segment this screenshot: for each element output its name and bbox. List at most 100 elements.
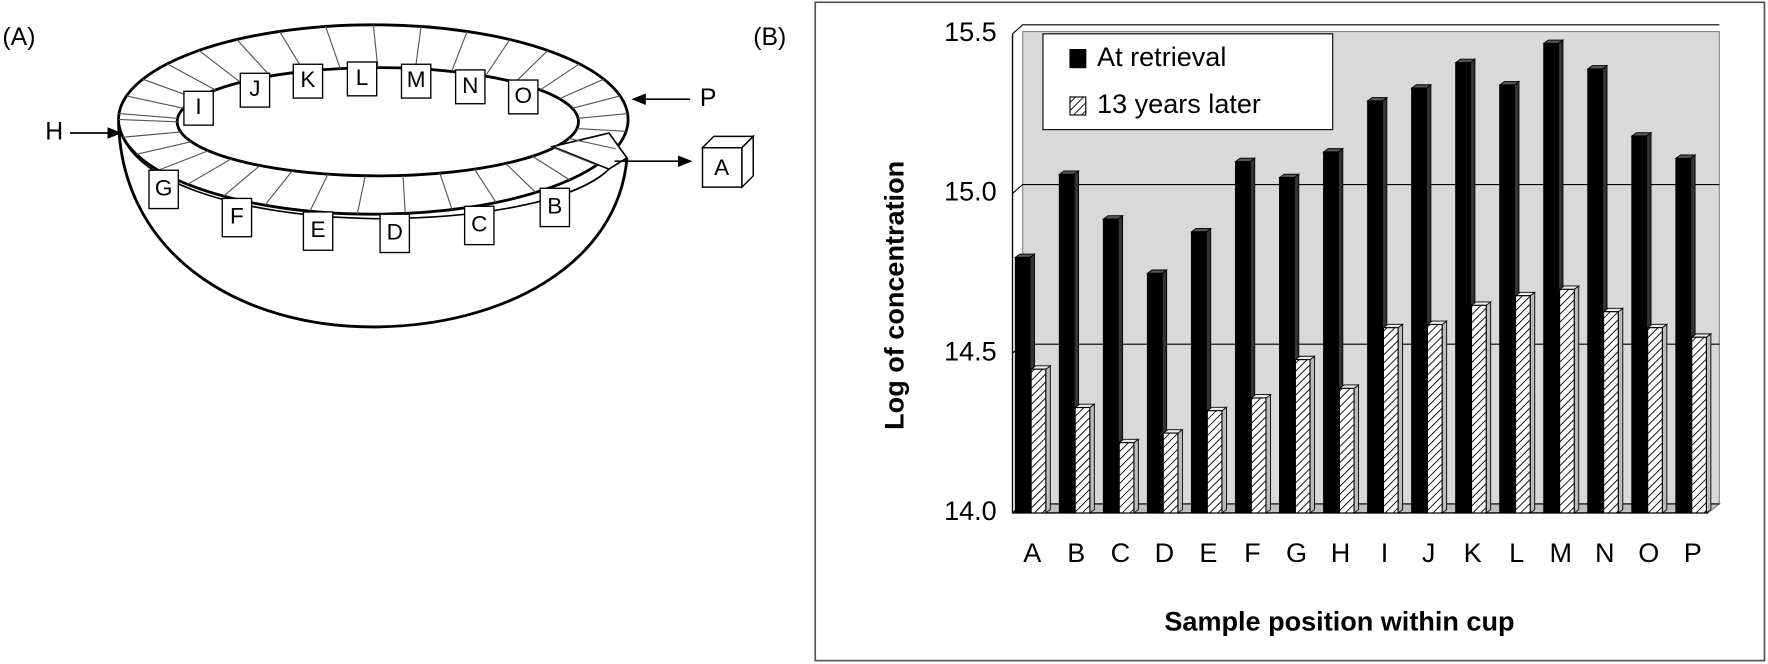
rim-segment: [198, 50, 241, 83]
sample-label: K: [300, 67, 315, 92]
bar: [1367, 100, 1383, 514]
y-tick-label: 14.5: [944, 336, 997, 366]
rim-segment: [126, 95, 184, 109]
rim-segment: [402, 175, 406, 214]
cube-side: [741, 134, 754, 189]
x-tick-label: C: [1111, 538, 1131, 568]
arrow-head: [677, 155, 693, 167]
cube: [700, 134, 755, 189]
rim-segment: [136, 141, 192, 155]
x-tick-label: D: [1155, 538, 1175, 568]
sample-box: [239, 72, 271, 108]
bar-side: [1617, 307, 1624, 514]
bar-side: [1221, 406, 1227, 514]
sample-label: B: [547, 193, 562, 218]
arrow-head: [107, 127, 122, 139]
rim-segment: [451, 31, 468, 72]
cube-label: A: [714, 155, 729, 180]
bar: [1250, 397, 1267, 514]
bar-side: [1529, 291, 1536, 514]
rim-segment: [514, 50, 549, 83]
bar: [1543, 42, 1560, 514]
rim-segment: [439, 173, 453, 210]
sample-label: J: [249, 76, 260, 101]
rim-gap: [549, 132, 629, 171]
plot: 14.0 14.5 15.0 15.5 A B C D E F G H I J K L M N O P At retri…: [944, 17, 1720, 568]
sample-label: N: [462, 73, 478, 98]
legend-swatch: [1069, 49, 1087, 69]
sample-box: [539, 187, 571, 228]
bar: [1426, 323, 1443, 514]
legend-label: At retrieval: [1097, 42, 1226, 72]
bar: [1603, 311, 1619, 514]
bar-side: [1089, 403, 1095, 514]
x-tick-label: H: [1331, 538, 1351, 568]
bar: [1058, 173, 1075, 514]
grid-line: [1012, 24, 1720, 35]
sample-box: [379, 213, 411, 254]
cube-front: [701, 146, 743, 188]
x-tick-label: G: [1286, 538, 1307, 568]
bowl-body: [117, 121, 629, 329]
panel-label: (A): [2, 24, 35, 51]
grid-line: [1012, 183, 1720, 194]
y-tick-label: 15.0: [944, 177, 997, 207]
bar-side: [1661, 323, 1668, 514]
sample-box: [507, 79, 539, 115]
bar: [1206, 410, 1223, 514]
x-tick-label: P: [1684, 538, 1702, 568]
rim-segment: [118, 118, 178, 123]
rim-segment: [123, 131, 181, 138]
sample-box: [400, 63, 432, 99]
sample-box: [148, 169, 179, 210]
bar: [1014, 256, 1031, 514]
sample-box: [221, 197, 253, 238]
sample-label: O: [514, 83, 532, 108]
rim-segment: [166, 63, 216, 91]
bar: [1146, 272, 1163, 514]
bar-side: [1353, 384, 1360, 514]
x-tick-label: F: [1244, 538, 1261, 568]
rim-segment: [576, 127, 627, 132]
bar: [1631, 135, 1648, 514]
legend-box: [1042, 33, 1334, 131]
sample-box: [302, 211, 334, 251]
bar: [1030, 368, 1047, 514]
arrow-head: [631, 93, 646, 105]
legend-swatch: [1069, 96, 1087, 116]
panel-label: (B): [753, 24, 786, 51]
bar: [1294, 359, 1311, 514]
bar-side: [1441, 320, 1448, 514]
rim-segment: [553, 147, 597, 166]
bar-side: [1705, 332, 1712, 514]
rim-segment: [372, 24, 379, 68]
rim-segment: [578, 112, 628, 119]
rim-segment: [568, 137, 616, 150]
rim-segment: [264, 170, 293, 206]
bar-side: [1485, 301, 1492, 514]
bar-side: [1573, 285, 1580, 514]
x-tick-label: M: [1549, 538, 1572, 568]
bar: [1499, 84, 1515, 514]
sample-box: [183, 90, 214, 126]
arrow-label: P: [700, 85, 717, 112]
sample-label: G: [155, 175, 173, 200]
y-tick-label: 14.0: [944, 496, 997, 526]
rim-segment: [532, 155, 570, 181]
sample-box: [454, 69, 486, 105]
bar: [1411, 87, 1427, 514]
rim-segment: [325, 26, 341, 69]
bar: [1323, 151, 1339, 514]
bar-side: [1133, 438, 1139, 514]
rim-segment: [484, 39, 511, 77]
rim-segment: [559, 78, 605, 100]
bar-side: [1045, 364, 1051, 514]
bar-side: [1265, 393, 1271, 514]
x-axis-label: Sample position within cup: [1164, 607, 1514, 637]
bar: [1382, 327, 1399, 514]
sample-label: D: [387, 219, 403, 244]
bar-side: [1397, 323, 1404, 514]
rim-segment: [309, 173, 329, 212]
x-tick-label: N: [1595, 538, 1615, 568]
